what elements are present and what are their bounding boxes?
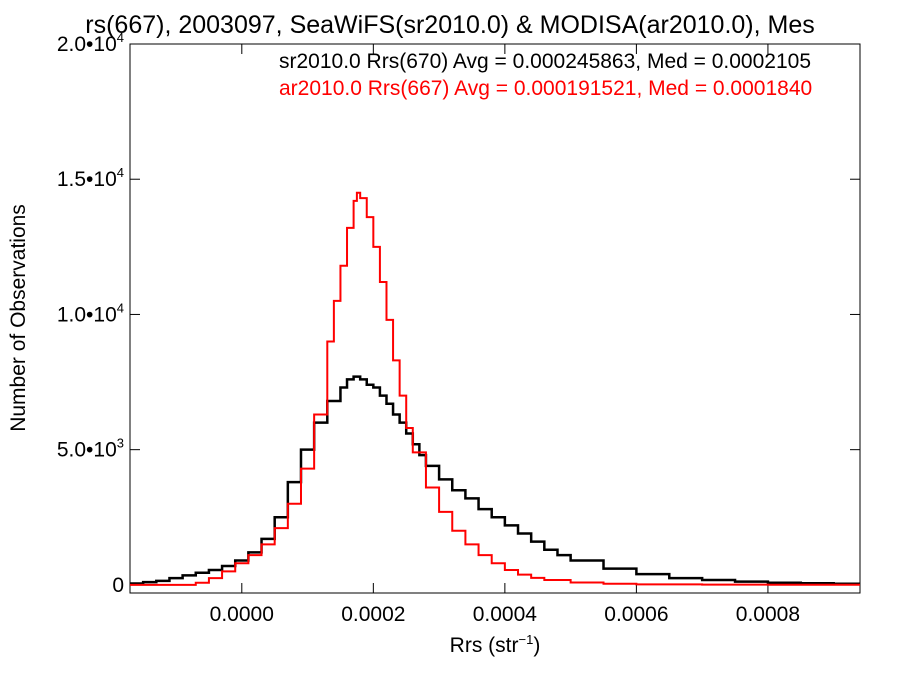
y-tick-label-sup: 4 bbox=[117, 300, 124, 315]
y-tick-label-sup: 4 bbox=[117, 165, 124, 180]
y-tick-label-main: 0 bbox=[112, 574, 124, 597]
x-tick-label: 0.0000 bbox=[210, 603, 274, 626]
x-tick-label: 0.0004 bbox=[473, 603, 538, 626]
x-axis-label: Rrs (str−1) bbox=[450, 632, 541, 657]
x-axis-label-end: ) bbox=[533, 634, 540, 657]
axis-ticks: 0.0000 0.0002 0.0004 0.0006 0.0008 0 5.0•103 1.… bbox=[57, 30, 860, 626]
x-tick-label: 0.0002 bbox=[341, 603, 405, 626]
y-tick-label-sup: 3 bbox=[117, 436, 124, 451]
y-tick-label-sup: 4 bbox=[117, 30, 124, 45]
chart-title: rs(667), 2003097, SeaWiFS(sr2010.0) & MO… bbox=[85, 11, 814, 39]
y-tick-label: 2.0•104 bbox=[57, 30, 124, 56]
series-line-2 bbox=[130, 191, 860, 586]
y-tick-label-main: 2.0•10 bbox=[57, 33, 117, 56]
x-tick-label: 0.0006 bbox=[604, 603, 668, 626]
series-layer bbox=[130, 191, 860, 586]
legend: sr2010.0 Rrs(670) Avg = 0.000245863, Med… bbox=[279, 50, 812, 100]
legend-entry: ar2010.0 Rrs(667) Avg = 0.000191521, Med… bbox=[279, 77, 812, 100]
x-axis-label-main: Rrs (str bbox=[450, 634, 519, 657]
x-axis-label-sup: −1 bbox=[519, 632, 534, 647]
legend-entry: sr2010.0 Rrs(670) Avg = 0.000245863, Med… bbox=[279, 50, 811, 73]
y-tick-label: 1.0•104 bbox=[57, 300, 124, 326]
y-axis-label: Number of Observations bbox=[7, 204, 30, 432]
y-tick-label-main: 1.0•10 bbox=[57, 303, 117, 326]
y-tick-label-main: 1.5•10 bbox=[57, 168, 117, 191]
y-tick-label: 5.0•103 bbox=[57, 436, 124, 462]
series-line-1 bbox=[130, 375, 860, 586]
y-tick-label-main: 5.0•10 bbox=[57, 439, 117, 462]
plot-frame bbox=[129, 43, 861, 594]
y-tick-label: 1.5•104 bbox=[57, 165, 124, 191]
y-tick-label: 0 bbox=[112, 574, 124, 597]
x-tick-label: 0.0008 bbox=[736, 603, 800, 626]
